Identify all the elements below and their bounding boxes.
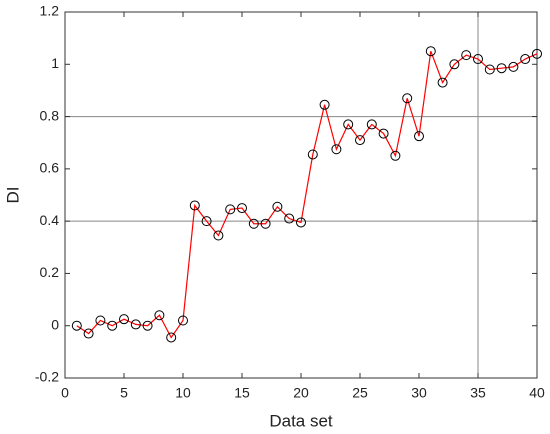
data-marker [83, 328, 94, 339]
data-marker [272, 201, 283, 212]
data-marker [142, 320, 153, 331]
data-marker [260, 218, 271, 229]
y-tick-label: 0.6 [40, 160, 60, 176]
data-marker [154, 310, 165, 321]
data-marker [402, 93, 413, 104]
data-marker [449, 59, 460, 70]
x-tick-label: 0 [61, 385, 69, 401]
data-marker [425, 46, 436, 57]
data-marker [71, 320, 82, 331]
y-tick-label: 0 [51, 316, 59, 332]
x-tick-label: 25 [352, 385, 368, 401]
data-marker [201, 216, 212, 227]
data-marker [414, 131, 424, 142]
data-line [76, 51, 538, 339]
data-marker [520, 54, 531, 65]
y-tick-label: 0.2 [40, 264, 60, 280]
data-marker [248, 218, 259, 229]
plot-area [65, 12, 537, 378]
data-marker [107, 320, 118, 331]
data-marker [437, 77, 448, 88]
data-marker [390, 150, 401, 161]
y-tick-label: 1.2 [40, 3, 60, 19]
axes-box [64, 11, 538, 379]
data-marker [213, 230, 224, 241]
data-marker [307, 149, 318, 160]
y-tick-label: 0.8 [40, 107, 60, 123]
data-marker [319, 99, 330, 110]
data-marker [225, 204, 236, 215]
y-tick-label: 1 [51, 55, 59, 71]
data-marker [366, 119, 377, 130]
y-tick-label: -0.2 [35, 369, 59, 385]
data-marker [95, 315, 106, 326]
data-marker [508, 61, 519, 72]
x-tick-label: 40 [529, 385, 545, 401]
data-marker [166, 332, 177, 343]
x-axis-title: Data set [269, 411, 333, 430]
data-marker [461, 50, 472, 61]
x-tick-label: 5 [120, 385, 128, 401]
data-marker [178, 315, 188, 326]
data-marker [355, 135, 365, 146]
x-tick-label: 15 [234, 385, 250, 401]
x-tick-label: 20 [293, 385, 309, 401]
data-marker [496, 63, 507, 74]
data-marker [189, 200, 200, 211]
data-marker [378, 128, 389, 139]
data-marker [331, 144, 342, 155]
data-marker [296, 217, 306, 228]
data-marker [237, 203, 247, 214]
data-marker [284, 213, 295, 224]
data-marker [130, 319, 141, 330]
data-marker [343, 119, 354, 130]
x-tick-label: 35 [470, 385, 486, 401]
data-marker [532, 48, 542, 59]
x-tick-label: 10 [175, 385, 191, 401]
data-marker [473, 54, 483, 65]
y-axis-title: DI [3, 187, 22, 204]
data-marker [119, 314, 129, 325]
data-marker [484, 64, 495, 75]
x-tick-label: 30 [411, 385, 427, 401]
y-tick-label: 0.4 [40, 212, 60, 228]
